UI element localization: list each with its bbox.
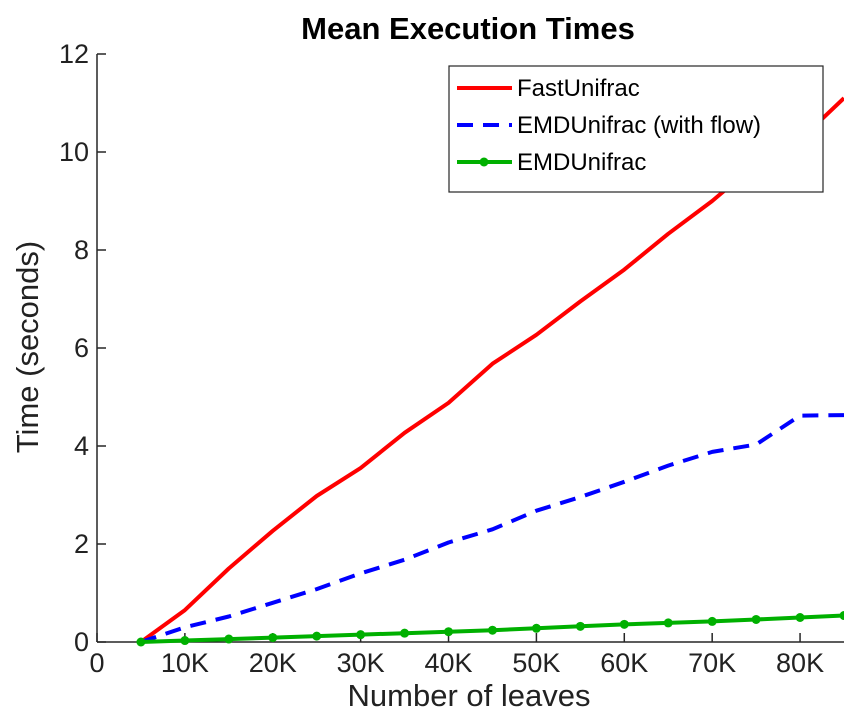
series-point [268,633,278,643]
y-tick-label: 8 [74,235,89,265]
legend-entry: FastUnifrac [517,75,640,102]
series-point [312,631,322,641]
series-point [663,618,673,628]
series-point [356,630,366,640]
series-point [531,623,541,633]
x-tick-label: 0 [89,648,104,678]
series-point [487,625,497,635]
x-axis-label: Number of leaves [348,678,591,713]
series-point [839,611,844,621]
series-point [224,634,234,644]
series-point [795,613,805,622]
x-tick-label: 40K [425,648,473,678]
chart-title: Mean Execution Times [301,11,635,46]
series-point [136,637,146,647]
x-tick-label: 60K [600,648,648,678]
y-tick-label: 12 [59,39,89,69]
x-tick-label: 10K [161,648,209,678]
y-tick-label: 6 [74,333,89,363]
plot-area: 0 2 4 6 8 10 12 0 10K 20K 30K 40K 50K 60K 70K 80K [59,39,844,678]
x-tick-label: 80K [776,648,824,678]
series-point [707,616,717,626]
series-point [619,619,629,629]
legend-marker [479,157,489,167]
x-tick-label: 30K [337,648,385,678]
series-point [444,627,454,637]
y-tick-label: 10 [59,137,89,167]
legend-entry: EMDUnifrac [517,149,646,176]
series-point [180,636,190,646]
series-point [575,621,585,631]
y-axis-label: Time (seconds) [10,241,45,453]
series-point [400,628,410,638]
x-tick-label: 20K [249,648,297,678]
series-line-1 [140,413,844,644]
y-tick-label: 0 [74,627,89,657]
y-tick-label: 4 [74,431,89,461]
x-tick-label: 50K [512,648,560,678]
y-tick-label: 2 [74,529,89,559]
legend: FastUnifrac EMDUnifrac (with flow) EMDUnif… [448,65,824,193]
legend-entry: EMDUnifrac (with flow) [517,112,761,139]
x-tick-label: 70K [688,648,736,678]
series-point [751,614,761,624]
